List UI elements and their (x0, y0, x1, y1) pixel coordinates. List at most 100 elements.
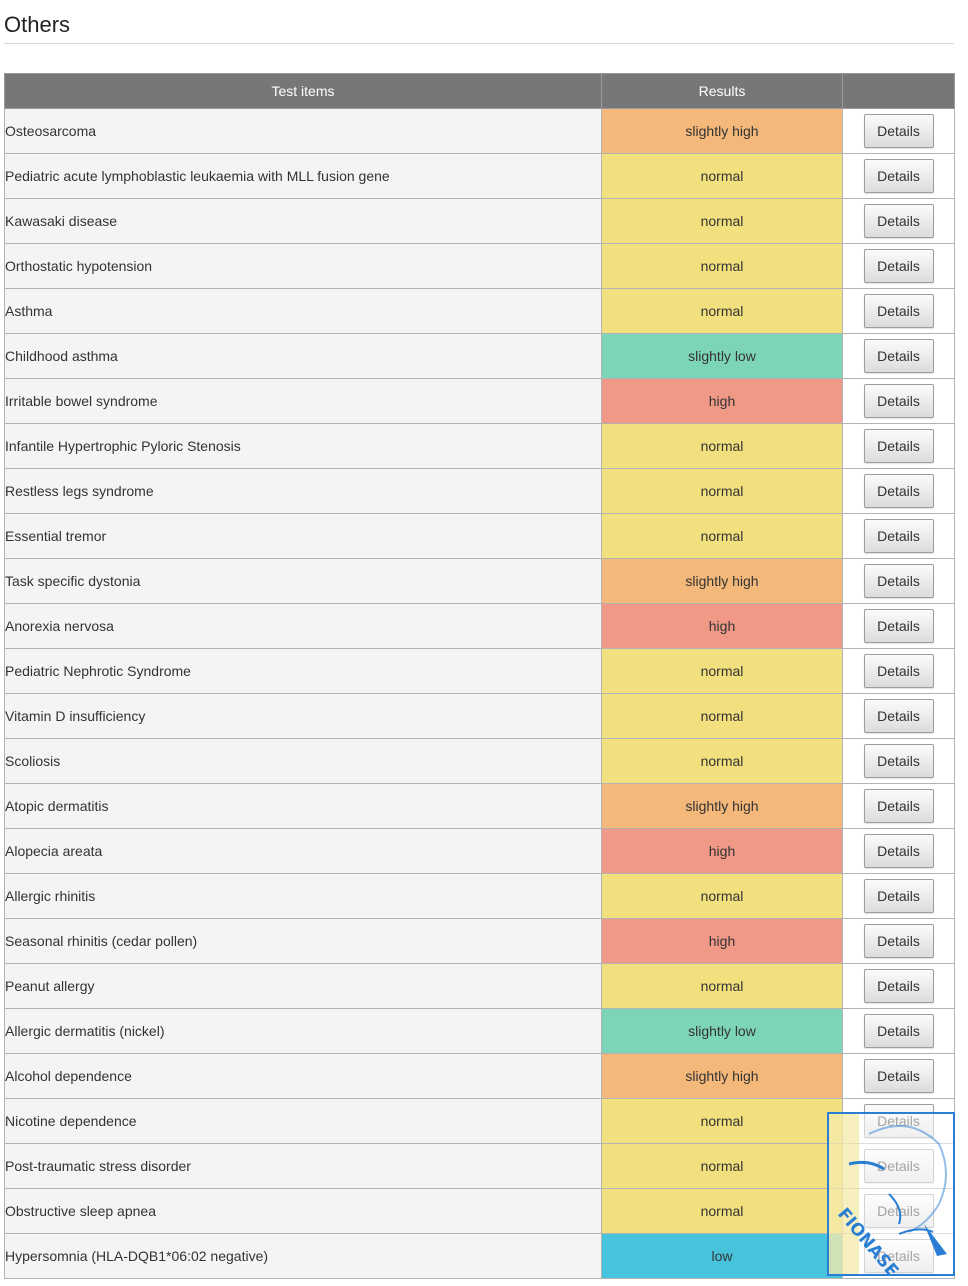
result-badge: normal (601, 288, 843, 334)
result-badge: high (601, 828, 843, 874)
details-button[interactable]: Details (863, 294, 934, 328)
table-row: Kawasaki disease normal Details (4, 198, 955, 244)
result-badge: slightly high (601, 558, 843, 604)
test-item-name: Seasonal rhinitis (cedar pollen) (4, 918, 602, 964)
result-badge: slightly high (601, 1053, 843, 1099)
results-table: Test items Results Osteosarcoma slightly … (4, 73, 955, 1279)
details-button[interactable]: Details (863, 1014, 934, 1048)
table-row: Anorexia nervosa high Details (4, 603, 955, 649)
test-item-name: Peanut allergy (4, 963, 602, 1009)
details-button[interactable]: Details (863, 204, 934, 238)
action-cell: Details (842, 243, 955, 289)
action-cell: Details (842, 738, 955, 784)
table-row: Essential tremor normal Details (4, 513, 955, 559)
details-button[interactable]: Details (863, 564, 934, 598)
result-badge: normal (601, 873, 843, 919)
test-item-name: Obstructive sleep apnea (4, 1188, 602, 1234)
details-button[interactable]: Details (863, 654, 934, 688)
action-cell: Details (842, 288, 955, 334)
details-button[interactable]: Details (863, 969, 934, 1003)
page-title: Others (4, 12, 71, 37)
test-item-name: Task specific dystonia (4, 558, 602, 604)
result-badge: normal (601, 198, 843, 244)
action-cell: Details (842, 333, 955, 379)
table-row: Hypersomnia (HLA-DQB1*06:02 negative) low… (4, 1233, 955, 1279)
details-button[interactable]: Details (863, 339, 934, 373)
details-button[interactable]: Details (863, 474, 934, 508)
result-badge: normal (601, 513, 843, 559)
action-cell: Details (842, 1008, 955, 1054)
result-badge: slightly high (601, 108, 843, 154)
details-button[interactable]: Details (863, 429, 934, 463)
table-row: Allergic rhinitis normal Details (4, 873, 955, 919)
result-badge: normal (601, 738, 843, 784)
action-cell: Details (842, 873, 955, 919)
table-row: Seasonal rhinitis (cedar pollen) high Deta… (4, 918, 955, 964)
table-row: Childhood asthma slightly low Details (4, 333, 955, 379)
result-badge: normal (601, 243, 843, 289)
table-row: Orthostatic hypotension normal Details (4, 243, 955, 289)
header-actions (842, 73, 955, 109)
test-item-name: Asthma (4, 288, 602, 334)
action-cell: Details (842, 468, 955, 514)
details-button[interactable]: Details (863, 699, 934, 733)
test-item-name: Vitamin D insufficiency (4, 693, 602, 739)
details-button[interactable]: Details (863, 789, 934, 823)
test-item-name: Pediatric Nephrotic Syndrome (4, 648, 602, 694)
test-item-name: Scoliosis (4, 738, 602, 784)
result-badge: normal (601, 1188, 843, 1234)
details-button[interactable]: Details (863, 1059, 934, 1093)
test-item-name: Anorexia nervosa (4, 603, 602, 649)
test-item-name: Post-traumatic stress disorder (4, 1143, 602, 1189)
test-item-name: Alcohol dependence (4, 1053, 602, 1099)
action-cell: Details (842, 1053, 955, 1099)
details-button[interactable]: Details (863, 249, 934, 283)
action-cell: Details (842, 378, 955, 424)
test-item-name: Atopic dermatitis (4, 783, 602, 829)
action-cell: Details (842, 153, 955, 199)
watermark-face-icon: FIONASEAH.com (829, 1114, 949, 1274)
watermark-logo: FIONASEAH.com (827, 1112, 955, 1276)
details-button[interactable]: Details (863, 519, 934, 553)
action-cell: Details (842, 603, 955, 649)
details-button[interactable]: Details (863, 924, 934, 958)
details-button[interactable]: Details (863, 744, 934, 778)
header-test-items: Test items (4, 73, 602, 109)
details-button[interactable]: Details (863, 609, 934, 643)
details-button[interactable]: Details (863, 834, 934, 868)
test-item-name: Essential tremor (4, 513, 602, 559)
table-row: Task specific dystonia slightly high Detai… (4, 558, 955, 604)
test-item-name: Hypersomnia (HLA-DQB1*06:02 negative) (4, 1233, 602, 1279)
table-row: Pediatric acute lymphoblastic leukaemia … (4, 153, 955, 199)
table-header-row: Test items Results (4, 73, 955, 109)
details-button[interactable]: Details (863, 159, 934, 193)
result-badge: normal (601, 153, 843, 199)
table-row: Restless legs syndrome normal Details (4, 468, 955, 514)
result-badge: normal (601, 423, 843, 469)
action-cell: Details (842, 558, 955, 604)
result-badge: normal (601, 693, 843, 739)
table-row: Osteosarcoma slightly high Details (4, 108, 955, 154)
test-item-name: Irritable bowel syndrome (4, 378, 602, 424)
details-button[interactable]: Details (863, 114, 934, 148)
table-row: Vitamin D insufficiency normal Details (4, 693, 955, 739)
action-cell: Details (842, 648, 955, 694)
result-badge: high (601, 918, 843, 964)
result-badge: slightly high (601, 783, 843, 829)
test-item-name: Allergic dermatitis (nickel) (4, 1008, 602, 1054)
table-row: Irritable bowel syndrome high Details (4, 378, 955, 424)
table-row: Pediatric Nephrotic Syndrome normal Detail… (4, 648, 955, 694)
table-row: Nicotine dependencenormalDetails (4, 1098, 955, 1144)
action-cell: Details (842, 783, 955, 829)
details-button[interactable]: Details (863, 384, 934, 418)
action-cell: Details (842, 108, 955, 154)
result-badge: slightly low (601, 333, 843, 379)
test-item-name: Nicotine dependence (4, 1098, 602, 1144)
action-cell: Details (842, 828, 955, 874)
result-badge: normal (601, 1143, 843, 1189)
test-item-name: Pediatric acute lymphoblastic leukaemia … (4, 153, 602, 199)
details-button[interactable]: Details (863, 879, 934, 913)
action-cell: Details (842, 918, 955, 964)
test-item-name: Allergic rhinitis (4, 873, 602, 919)
table-row: Alopecia areata high Details (4, 828, 955, 874)
